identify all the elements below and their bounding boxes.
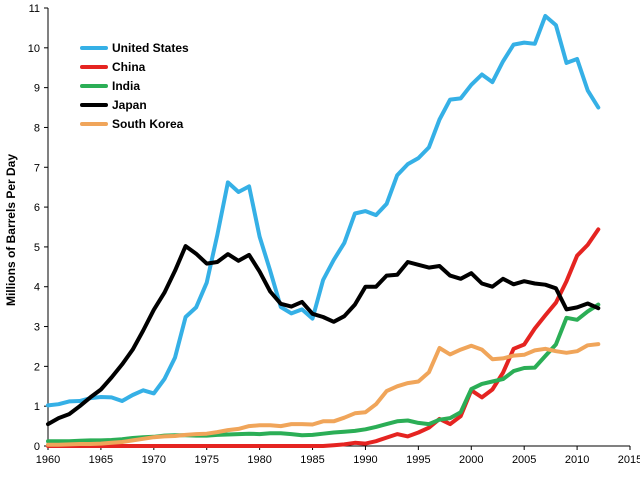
y-axis-label: Millions of Barrels Per Day bbox=[4, 154, 18, 306]
series-line-south-korea bbox=[46, 342, 601, 447]
x-tick-label: 1965 bbox=[89, 454, 113, 466]
series-line-united-states bbox=[46, 14, 601, 408]
y-tick-label: 7 bbox=[34, 162, 40, 174]
y-tick-label: 2 bbox=[34, 361, 40, 373]
y-tick-label: 6 bbox=[34, 202, 40, 214]
y-tick-label: 9 bbox=[34, 83, 40, 95]
y-tick-label: 8 bbox=[34, 122, 40, 134]
series-line-japan bbox=[46, 244, 601, 427]
x-tick-label: 2010 bbox=[565, 454, 589, 466]
legend: United States China India Japan South Korea bbox=[80, 41, 189, 131]
y-tick-label: 0 bbox=[34, 441, 40, 453]
legend-label-united-states: United States bbox=[112, 41, 189, 55]
x-tick-label: 2015 bbox=[618, 454, 640, 466]
series-line-china bbox=[46, 227, 601, 448]
y-tick-label: 4 bbox=[34, 282, 40, 294]
legend-label-south-korea: South Korea bbox=[112, 117, 184, 131]
legend-label-india: India bbox=[112, 79, 140, 93]
y-tick-label: 10 bbox=[28, 43, 40, 55]
y-tick-labels: 0 1 2 3 4 5 6 7 8 9 10 11 bbox=[28, 3, 48, 453]
x-tick-label: 1985 bbox=[300, 454, 324, 466]
y-tick-label: 3 bbox=[34, 322, 40, 334]
y-tick-label: 1 bbox=[34, 401, 40, 413]
x-tick-label: 1990 bbox=[353, 454, 377, 466]
x-tick-label: 2005 bbox=[512, 454, 536, 466]
x-tick-label: 1995 bbox=[406, 454, 430, 466]
y-tick-label: 11 bbox=[29, 3, 40, 15]
series-lines bbox=[46, 14, 601, 448]
x-tick-label: 1975 bbox=[194, 454, 218, 466]
x-tick-label: 2000 bbox=[459, 454, 483, 466]
x-tick-label: 1960 bbox=[36, 454, 60, 466]
x-tick-label: 1970 bbox=[142, 454, 166, 466]
x-tick-labels: 1960 1965 1970 1975 1980 1985 1990 1995 2000 2005… bbox=[36, 446, 640, 466]
x-tick-label: 1980 bbox=[247, 454, 271, 466]
legend-label-china: China bbox=[112, 60, 146, 74]
y-tick-label: 5 bbox=[34, 242, 40, 254]
legend-label-japan: Japan bbox=[112, 98, 147, 112]
